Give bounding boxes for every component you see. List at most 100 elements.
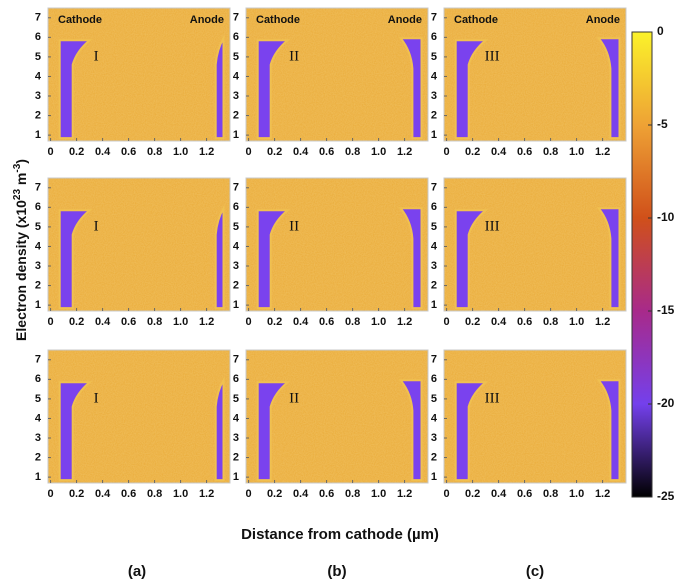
heatmap-background bbox=[444, 8, 626, 141]
x-tick-label: 0 bbox=[444, 316, 450, 328]
x-tick-label: 0.2 bbox=[465, 488, 480, 500]
y-tick-label: 4 bbox=[233, 412, 240, 424]
y-tick-label: 5 bbox=[431, 221, 437, 233]
x-tick-label: 0 bbox=[246, 488, 252, 500]
cathode-region bbox=[454, 39, 489, 140]
panel-frame bbox=[245, 177, 429, 312]
panel-frame bbox=[47, 177, 231, 312]
y-axis-label: Electron density (x1023 m-3) bbox=[12, 159, 29, 341]
heatmap-background bbox=[246, 350, 428, 483]
panel-frame bbox=[245, 349, 429, 484]
x-tick-label: 0.8 bbox=[147, 488, 162, 500]
cathode-region bbox=[58, 381, 93, 482]
y-tick-label: 2 bbox=[431, 279, 437, 291]
x-tick-label: 1.0 bbox=[569, 146, 584, 158]
panel-label: I bbox=[94, 390, 99, 406]
y-tick-label: 1 bbox=[35, 471, 41, 483]
x-tick-label: 0.6 bbox=[121, 316, 136, 328]
heatmap-background bbox=[246, 8, 428, 141]
panel: III 0 0.2 0.4 0.6 0.8 1.0 1.2 1 2 3 4 5 6 7 bbox=[431, 177, 627, 328]
colorbar-tick-label: -5 bbox=[657, 117, 668, 131]
x-tick-label: 0.6 bbox=[319, 146, 334, 158]
x-tick-label: 0.2 bbox=[69, 146, 84, 158]
panel-frame bbox=[443, 177, 627, 312]
x-tick-label: 0.8 bbox=[543, 316, 558, 328]
x-tick-label: 1.0 bbox=[173, 488, 188, 500]
x-tick-label: 1.2 bbox=[199, 316, 214, 328]
heatmap-background bbox=[48, 178, 230, 311]
x-tick-label: 0.6 bbox=[517, 488, 532, 500]
column-label: (a) bbox=[128, 563, 146, 580]
x-tick-label: 0.2 bbox=[69, 488, 84, 500]
cathode-region bbox=[256, 209, 291, 310]
y-tick-label: 3 bbox=[35, 90, 41, 102]
x-tick-label: 1.2 bbox=[595, 488, 610, 500]
y-tick-label: 2 bbox=[35, 109, 41, 121]
heatmap-background bbox=[48, 350, 230, 483]
y-tick-label: 5 bbox=[233, 221, 239, 233]
x-tick-label: 0.4 bbox=[95, 146, 111, 158]
x-tick-label: 1.0 bbox=[371, 146, 386, 158]
x-tick-label: 1.2 bbox=[595, 316, 610, 328]
x-tick-label: 0.4 bbox=[491, 146, 507, 158]
y-tick-label: 7 bbox=[431, 182, 437, 194]
panel: I Cathode Anode 0 0.2 0.4 0.6 0.8 1.0 1.2 1 2 3 4 5 6 7 bbox=[35, 7, 231, 158]
y-tick-label: 6 bbox=[233, 201, 239, 213]
colorbar bbox=[631, 31, 653, 498]
x-tick-label: 0.2 bbox=[267, 488, 282, 500]
panel: I 0 0.2 0.4 0.6 0.8 1.0 1.2 1 2 3 4 5 6 7 bbox=[35, 349, 231, 500]
x-tick-label: 0.2 bbox=[69, 316, 84, 328]
y-tick-label: 6 bbox=[233, 373, 239, 385]
y-tick-label: 1 bbox=[233, 299, 239, 311]
panel-frame bbox=[443, 7, 627, 142]
anode-label: Anode bbox=[388, 14, 422, 26]
anode-region bbox=[398, 37, 423, 140]
y-tick-label: 1 bbox=[431, 129, 437, 141]
heatmap-background bbox=[246, 178, 428, 311]
x-tick-label: 0.6 bbox=[121, 488, 136, 500]
y-tick-label: 1 bbox=[233, 129, 239, 141]
panel: II Cathode Anode 0 0.2 0.4 0.6 0.8 1.0 1.2 1 2 3 4 5 6 7 bbox=[233, 7, 429, 158]
x-tick-label: 1.2 bbox=[199, 146, 214, 158]
x-tick-label: 1.0 bbox=[371, 488, 386, 500]
panel: III 0 0.2 0.4 0.6 0.8 1.0 1.2 1 2 3 4 5 6 7 bbox=[431, 349, 627, 500]
panel-label: I bbox=[94, 48, 99, 64]
panel-label: II bbox=[289, 48, 299, 64]
y-tick-label: 7 bbox=[233, 354, 239, 366]
cathode-region bbox=[454, 209, 489, 310]
y-tick-label: 2 bbox=[431, 451, 437, 463]
x-tick-label: 0.2 bbox=[267, 316, 282, 328]
anode-label: Anode bbox=[586, 14, 620, 26]
y-tick-label: 5 bbox=[35, 393, 41, 405]
x-tick-label: 0.6 bbox=[319, 488, 334, 500]
y-tick-label: 2 bbox=[35, 451, 41, 463]
y-tick-label: 2 bbox=[233, 451, 239, 463]
y-tick-label: 6 bbox=[35, 31, 41, 43]
x-tick-label: 0.4 bbox=[95, 488, 111, 500]
cathode-label: Cathode bbox=[256, 14, 300, 26]
y-tick-label: 2 bbox=[431, 109, 437, 121]
y-tick-label: 2 bbox=[35, 279, 41, 291]
x-tick-label: 0.8 bbox=[543, 488, 558, 500]
y-tick-label: 6 bbox=[35, 201, 41, 213]
anode-label: Anode bbox=[190, 14, 224, 26]
panel: III Cathode Anode 0 0.2 0.4 0.6 0.8 1.0 1.2 1 2 3 4 5 6… bbox=[431, 7, 627, 158]
y-tick-label: 6 bbox=[431, 373, 437, 385]
anode-region bbox=[214, 204, 225, 310]
x-tick-label: 1.0 bbox=[173, 316, 188, 328]
y-tick-label: 5 bbox=[233, 393, 239, 405]
anode-region bbox=[596, 37, 621, 140]
x-tick-label: 0 bbox=[444, 146, 450, 158]
colorbar-tick-label: 0 bbox=[657, 24, 664, 38]
y-tick-label: 1 bbox=[431, 299, 437, 311]
y-tick-label: 5 bbox=[35, 51, 41, 63]
heatmap-background bbox=[444, 178, 626, 311]
y-tick-label: 6 bbox=[431, 31, 437, 43]
panel-label: II bbox=[289, 390, 299, 406]
x-tick-label: 1.0 bbox=[173, 146, 188, 158]
panel-label: I bbox=[94, 218, 99, 234]
heatmap-background bbox=[48, 8, 230, 141]
colorbar-tick-label: -15 bbox=[657, 303, 675, 317]
y-tick-label: 4 bbox=[431, 412, 438, 424]
y-tick-label: 2 bbox=[233, 279, 239, 291]
